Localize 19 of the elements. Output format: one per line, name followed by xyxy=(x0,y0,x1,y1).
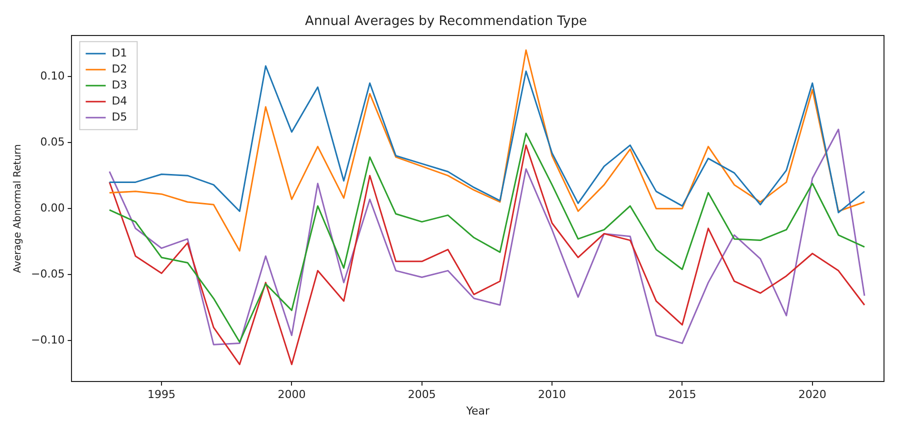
x-tick-label: 2020 xyxy=(798,388,826,402)
y-tick-label: 0.00 xyxy=(40,201,65,214)
x-axis-title: Year xyxy=(465,404,490,418)
x-tick-label: 1995 xyxy=(148,388,176,402)
legend-label: D4 xyxy=(112,94,128,108)
y-axis-title: Average Abnormal Return xyxy=(12,144,24,274)
y-tick-label: −0.05 xyxy=(30,267,65,280)
x-tick-label: 2010 xyxy=(538,388,566,402)
y-tick-label: 0.05 xyxy=(40,135,65,148)
legend-label: D2 xyxy=(112,62,128,76)
x-tick-label: 2005 xyxy=(408,388,436,402)
legend-label: D1 xyxy=(112,46,128,60)
y-tick-label: 0.10 xyxy=(40,69,65,82)
chart-title: Annual Averages by Recommendation Type xyxy=(305,14,587,30)
x-tick-label: 2015 xyxy=(668,388,696,402)
legend-label: D5 xyxy=(112,110,128,124)
legend-label: D3 xyxy=(112,78,128,92)
y-tick-label: −0.10 xyxy=(30,334,65,347)
x-tick-label: 2000 xyxy=(278,388,306,402)
